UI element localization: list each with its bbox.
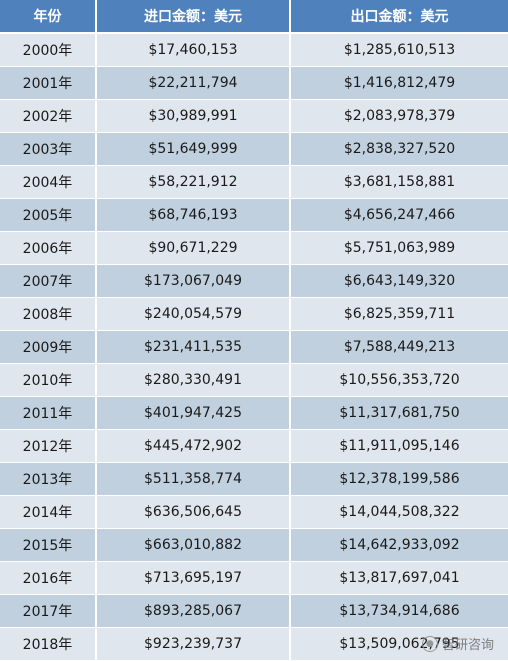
export-cell: $4,656,247,466 [290, 198, 508, 232]
import-cell: $636,506,645 [96, 495, 291, 529]
import-cell: $240,054,579 [96, 297, 291, 331]
import-cell: $893,285,067 [96, 594, 291, 628]
header-row: 年份 进口金额：美元 出口金额：美元 [0, 0, 508, 34]
year-cell: 2017年 [0, 594, 97, 628]
table-row: 2011年 $401,947,425 $11,317,681,750 [0, 396, 508, 430]
year-cell: 2004年 [0, 165, 97, 199]
export-cell: $14,044,508,322 [290, 495, 508, 529]
table-row: 2008年 $240,054,579 $6,825,359,711 [0, 297, 508, 331]
year-cell: 2018年 [0, 627, 97, 661]
year-cell: 2005年 [0, 198, 97, 232]
year-cell: 2010年 [0, 363, 97, 397]
watermark-text: 智研咨询 [441, 638, 494, 653]
export-cell: $1,285,610,513 [290, 33, 508, 67]
year-cell: 2002年 [0, 99, 97, 133]
year-cell: 2006年 [0, 231, 97, 265]
import-cell: $173,067,049 [96, 264, 291, 298]
export-cell: $12,378,199,586 [290, 462, 508, 496]
export-cell: $1,416,812,479 [290, 66, 508, 100]
year-cell: 2015年 [0, 528, 97, 562]
import-cell: $923,239,737 [96, 627, 291, 661]
year-cell: 2013年 [0, 462, 97, 496]
import-cell: $663,010,882 [96, 528, 291, 562]
table-row: 2013年 $511,358,774 $12,378,199,586 [0, 462, 508, 496]
table-row: 2003年 $51,649,999 $2,838,327,520 [0, 132, 508, 166]
import-cell: $68,746,193 [96, 198, 291, 232]
table-row: 2010年 $280,330,491 $10,556,353,720 [0, 363, 508, 397]
table-row: 2009年 $231,411,535 $7,588,449,213 [0, 330, 508, 364]
import-cell: $51,649,999 [96, 132, 291, 166]
table-row: 2001年 $22,211,794 $1,416,812,479 [0, 66, 508, 100]
header-year: 年份 [0, 0, 97, 34]
table-row: 2012年 $445,472,902 $11,911,095,146 [0, 429, 508, 463]
export-cell: $11,911,095,146 [290, 429, 508, 463]
export-cell: $10,556,353,720 [290, 363, 508, 397]
import-cell: $511,358,774 [96, 462, 291, 496]
header-export: 出口金额：美元 [290, 0, 508, 34]
year-cell: 2000年 [0, 33, 97, 67]
table-row: 2016年 $713,695,197 $13,817,697,041 [0, 561, 508, 595]
table-row: 2002年 $30,989,991 $2,083,978,379 [0, 99, 508, 133]
table-row: 2014年 $636,506,645 $14,044,508,322 [0, 495, 508, 529]
watermark: ● 智研咨询 [421, 634, 494, 653]
year-cell: 2014年 [0, 495, 97, 529]
table-row: 2007年 $173,067,049 $6,643,149,320 [0, 264, 508, 298]
wechat-icon: ● [421, 635, 438, 652]
year-cell: 2003年 [0, 132, 97, 166]
export-cell: $6,643,149,320 [290, 264, 508, 298]
import-cell: $231,411,535 [96, 330, 291, 364]
year-cell: 2016年 [0, 561, 97, 595]
export-cell: $3,681,158,881 [290, 165, 508, 199]
table-row: 2017年 $893,285,067 $13,734,914,686 [0, 594, 508, 628]
import-cell: $17,460,153 [96, 33, 291, 67]
table-row: 2005年 $68,746,193 $4,656,247,466 [0, 198, 508, 232]
import-cell: $22,211,794 [96, 66, 291, 100]
table-row: 2015年 $663,010,882 $14,642,933,092 [0, 528, 508, 562]
export-cell: $13,817,697,041 [290, 561, 508, 595]
table-row: 2000年 $17,460,153 $1,285,610,513 [0, 33, 508, 67]
export-cell: $2,838,327,520 [290, 132, 508, 166]
export-cell: $14,642,933,092 [290, 528, 508, 562]
export-cell: $5,751,063,989 [290, 231, 508, 265]
import-cell: $30,989,991 [96, 99, 291, 133]
import-cell: $280,330,491 [96, 363, 291, 397]
import-cell: $713,695,197 [96, 561, 291, 595]
year-cell: 2008年 [0, 297, 97, 331]
year-cell: 2011年 [0, 396, 97, 430]
import-cell: $90,671,229 [96, 231, 291, 265]
year-cell: 2007年 [0, 264, 97, 298]
table-body: 2000年 $17,460,153 $1,285,610,513 2001年 $22,2… [0, 33, 508, 661]
export-cell: $2,083,978,379 [290, 99, 508, 133]
year-cell: 2009年 [0, 330, 97, 364]
table-row: 2004年 $58,221,912 $3,681,158,881 [0, 165, 508, 199]
export-cell: $7,588,449,213 [290, 330, 508, 364]
export-cell: $6,825,359,711 [290, 297, 508, 331]
header-import: 进口金额：美元 [96, 0, 291, 34]
table-row: 2006年 $90,671,229 $5,751,063,989 [0, 231, 508, 265]
year-cell: 2012年 [0, 429, 97, 463]
export-cell: $11,317,681,750 [290, 396, 508, 430]
import-cell: $401,947,425 [96, 396, 291, 430]
import-cell: $58,221,912 [96, 165, 291, 199]
import-cell: $445,472,902 [96, 429, 291, 463]
year-cell: 2001年 [0, 66, 97, 100]
export-cell: $13,734,914,686 [290, 594, 508, 628]
